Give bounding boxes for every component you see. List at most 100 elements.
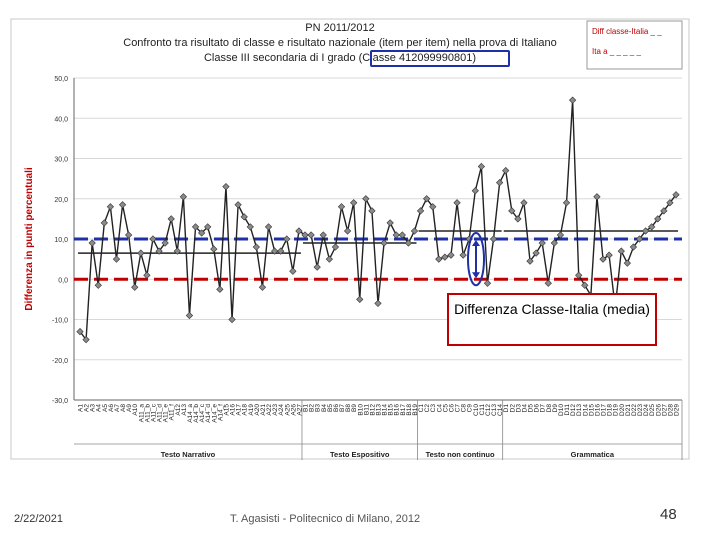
data-point: [496, 179, 504, 187]
data-point: [94, 281, 102, 289]
x-tick-label: D12: [570, 404, 577, 416]
data-point: [648, 223, 656, 231]
y-tick-label: 40,0: [54, 116, 68, 123]
data-point: [277, 247, 285, 255]
x-tick-label: A3: [90, 404, 97, 412]
data-point: [356, 295, 364, 303]
data-point: [301, 231, 309, 239]
data-point: [550, 239, 558, 247]
data-point: [161, 239, 169, 247]
x-tick-label: A12: [175, 404, 182, 416]
data-point: [441, 253, 449, 261]
x-tick-label: A10: [132, 404, 139, 416]
page-number: 48: [660, 506, 677, 523]
data-point: [471, 187, 479, 195]
data-point: [514, 215, 522, 223]
x-tick-label: B3: [315, 404, 322, 412]
x-tick-label: A14_c: [199, 403, 206, 422]
data-point: [532, 249, 540, 257]
y-tick-label: -20,0: [52, 358, 68, 365]
x-tick-label: C5: [442, 404, 449, 413]
x-tick-label: D21: [625, 404, 632, 416]
data-point: [459, 251, 467, 259]
x-tick-label: A11_c: [150, 403, 157, 422]
data-point: [581, 281, 589, 289]
x-tick-label: A27: [296, 404, 303, 416]
data-point: [429, 203, 437, 211]
difference-annotation: Differenza Classe-Italia (media): [447, 293, 657, 346]
data-point: [118, 201, 127, 209]
x-tick-label: D24: [643, 404, 650, 416]
x-tick-label: A9: [126, 404, 133, 412]
legend-item: Diff classe-Italia _ _: [592, 27, 662, 36]
data-point: [295, 227, 303, 235]
x-tick-label: C4: [436, 404, 443, 413]
data-point: [204, 223, 212, 231]
x-tick-label: C3: [430, 404, 437, 413]
x-tick-label: B16: [394, 404, 401, 416]
y-tick-label: 30,0: [54, 157, 68, 164]
group-label: Testo non continuo: [426, 450, 495, 459]
data-point: [283, 235, 291, 243]
x-tick-label: C13: [491, 404, 498, 416]
data-point: [270, 247, 279, 255]
x-tick-label: D8: [546, 404, 553, 413]
x-tick-label: A13: [181, 404, 188, 416]
data-point: [617, 247, 625, 255]
data-point: [240, 213, 248, 221]
x-tick-label: D23: [637, 404, 644, 416]
x-tick-label: D22: [631, 404, 638, 416]
x-tick-label: D13: [576, 404, 583, 416]
data-point: [368, 207, 376, 215]
data-point: [410, 227, 419, 235]
x-tick-label: B12: [369, 404, 376, 416]
x-tick-label: A14_b: [193, 404, 200, 423]
x-tick-label: D9: [552, 404, 559, 413]
x-tick-label: A21: [260, 404, 267, 416]
data-point: [82, 336, 90, 344]
x-tick-label: A11_d: [157, 404, 164, 423]
y-tick-label: 20,0: [54, 197, 68, 204]
x-tick-label: A7: [114, 404, 121, 412]
data-point: [447, 251, 455, 259]
data-point: [660, 207, 668, 215]
data-point: [179, 193, 188, 201]
x-tick-label: B13: [376, 404, 383, 416]
data-point: [337, 203, 346, 211]
x-tick-label: D29: [674, 404, 681, 416]
data-point: [131, 283, 139, 291]
data-point: [556, 231, 565, 239]
data-point: [155, 247, 163, 255]
data-point: [575, 271, 583, 279]
data-point: [599, 255, 607, 263]
x-tick-label: C1: [418, 404, 425, 413]
x-tick-label: B15: [388, 404, 395, 416]
group-label: Grammatica: [571, 450, 615, 459]
data-point: [520, 199, 528, 207]
x-tick-label: A11_e: [163, 404, 170, 423]
data-point: [641, 227, 650, 235]
data-point: [210, 245, 218, 253]
x-tick-label: A26: [290, 404, 297, 416]
x-tick-label: C11: [479, 404, 486, 416]
x-tick-label: D10: [558, 404, 565, 416]
x-tick-label: A11_a: [138, 404, 145, 423]
y-axis-label: Differenza in punti percentuali: [24, 167, 35, 311]
x-tick-label: C12: [485, 404, 492, 416]
x-tick-label: C2: [424, 404, 431, 413]
x-tick-label: A5: [102, 404, 109, 412]
data-point: [374, 299, 382, 308]
x-tick-label: B10: [357, 404, 364, 416]
data-point: [623, 259, 631, 267]
x-tick-label: D11: [564, 404, 571, 416]
x-tick-label: D28: [667, 404, 674, 416]
x-tick-label: D5: [528, 404, 535, 413]
x-tick-label: A17: [236, 404, 243, 416]
x-tick-label: B4: [321, 404, 328, 412]
data-point: [386, 219, 394, 227]
y-tick-label: -30,0: [52, 398, 68, 405]
group-label: Testo Narrativo: [161, 450, 216, 459]
data-point: [228, 315, 236, 324]
data-point: [313, 263, 321, 271]
data-point: [307, 231, 315, 239]
